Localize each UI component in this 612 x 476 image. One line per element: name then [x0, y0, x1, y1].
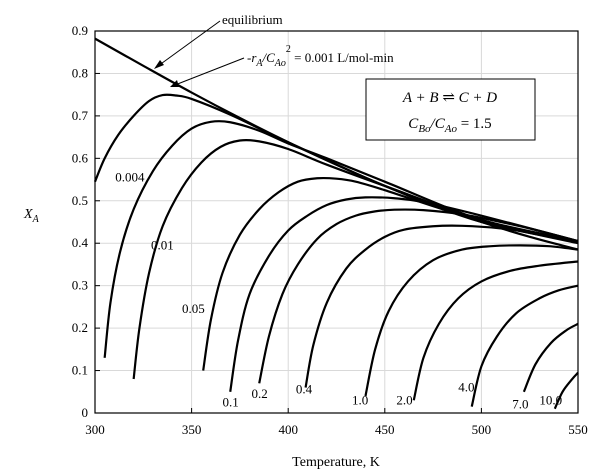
y-tick-label: 0.2: [72, 320, 88, 335]
curve-label-0.2: 0.2: [251, 386, 267, 401]
y-tick-label: 0.7: [72, 108, 89, 123]
y-tick-label: 0: [82, 405, 89, 420]
curve-label-10.0: 10.0: [539, 392, 562, 407]
x-axis-title: Temperature, K: [292, 455, 380, 470]
x-tick-label: 550: [568, 422, 588, 437]
curve-label-0.1: 0.1: [223, 394, 239, 409]
y-tick-label: 0.6: [72, 150, 89, 165]
curve-label-1.0: 1.0: [352, 392, 368, 407]
x-tick-label: 350: [182, 422, 202, 437]
curve-label-4.0: 4.0: [458, 380, 474, 395]
x-tick-label: 300: [85, 422, 105, 437]
curve-label-0.004: 0.004: [115, 169, 145, 184]
y-tick-label: 0.4: [72, 235, 89, 250]
curve-label-0.05: 0.05: [182, 301, 205, 316]
curves: [93, 37, 579, 410]
plot-frame: [94, 30, 579, 414]
curve-label-0.01: 0.01: [151, 237, 174, 252]
rate-curve-0.004: [103, 119, 579, 358]
reaction-equation: A + B ⇌ C + D: [402, 90, 497, 106]
feed-ratio: CBo/CAo = 1.5: [408, 116, 491, 135]
rate-curve-0.4: [304, 224, 579, 388]
y-tick-label: 0.9: [72, 23, 88, 38]
rate-curve-4.0: [470, 284, 579, 407]
equilibrium-line: [94, 37, 579, 251]
rate-curve-0.2: [258, 208, 579, 384]
rate-annotation: -rA/CAo2 = 0.001 L/mol-min: [247, 44, 394, 69]
equilibrium-arrowhead: [154, 60, 164, 69]
x-tick-label: 450: [375, 422, 395, 437]
reaction-box: [365, 78, 536, 141]
y-tick-label: 0.5: [72, 193, 88, 208]
equilibrium-arrow-line: [157, 20, 221, 67]
curve-labels: 0.004 0.01 0.05 0.1 0.2 0.4 1.0 2.0 4.0 7.0 10.0: [115, 169, 562, 411]
curve-label-0.4: 0.4: [296, 382, 313, 397]
rate-curve-7.0: [522, 322, 579, 393]
y-tick-label: 0.8: [72, 65, 88, 80]
curve-label-2.0: 2.0: [396, 392, 412, 407]
y-tick-label: 0.3: [72, 278, 88, 293]
rate-curve-0.01: [132, 138, 579, 380]
ticks: 300 350 400 450 500 550 0 0.1 0.2 0.3 0.4 0.5 0.6 0.7…: [72, 23, 588, 437]
rate-curve-0.1: [229, 196, 579, 392]
y-axis-title: XA: [23, 207, 40, 225]
rate-arrow-line: [174, 57, 245, 86]
rate-curve-10.0: [553, 371, 579, 410]
rate-curve-2.0: [412, 260, 579, 401]
x-tick-label: 400: [278, 422, 298, 437]
rate-arrowhead: [170, 80, 179, 87]
x-tick-label: 500: [472, 422, 492, 437]
y-tick-label: 0.1: [72, 363, 88, 378]
rate-curve-1.0: [364, 244, 579, 397]
curve-label-7.0: 7.0: [512, 397, 528, 412]
equilibrium-label: equilibrium: [222, 12, 283, 27]
rate-curve-0.05: [202, 176, 579, 371]
